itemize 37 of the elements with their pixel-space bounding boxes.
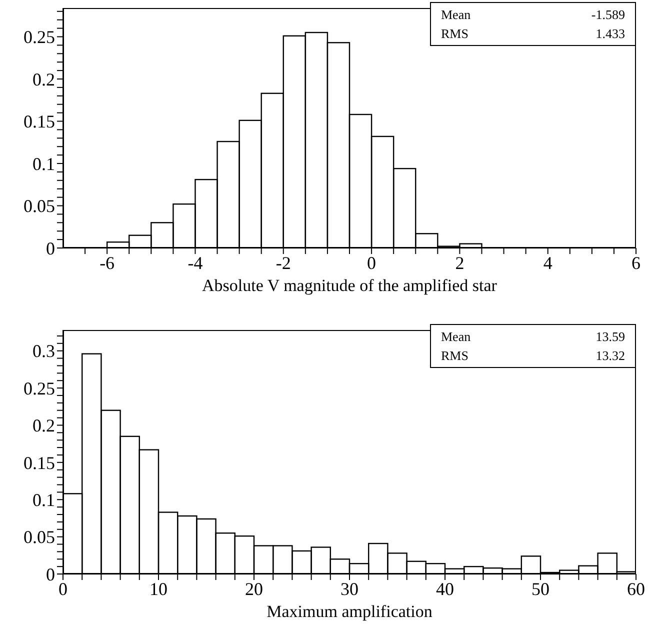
annotation: 1.433 (596, 25, 625, 43)
x-tick-label: 4 (543, 252, 552, 273)
y-tick-label: 0.15 (24, 452, 55, 473)
x-axis-title: Absolute V magnitude of the amplified star (202, 276, 498, 295)
y-tick-label: 0 (46, 238, 55, 258)
annotation: 13.32 (596, 347, 625, 365)
x-tick-label: 50 (532, 578, 550, 599)
y-tick-label: 0 (46, 564, 55, 584)
x-tick-label: 2 (455, 252, 464, 273)
x-tick-label: 0 (58, 578, 68, 599)
x-tick-label: -6 (100, 252, 115, 273)
annotation: RMS (441, 25, 468, 43)
x-tick-label: -4 (188, 252, 203, 273)
y-tick-label: 0.2 (32, 69, 55, 90)
x-tick-label: 40 (436, 578, 454, 599)
x-tick-label: 10 (150, 578, 168, 599)
x-tick-label: 20 (245, 578, 263, 599)
x-axis-title: Maximum amplification (266, 602, 433, 621)
annotation: RMS (441, 347, 468, 365)
x-tick-label: 0 (367, 252, 376, 273)
x-tick-label: -2 (276, 252, 291, 273)
annotation: Mean (441, 6, 471, 24)
y-tick-label: 0.25 (24, 27, 55, 48)
x-tick-label: 30 (340, 578, 358, 599)
y-tick-label: 0.25 (24, 378, 55, 398)
x-tick-label: 6 (632, 252, 640, 273)
annotation: Mean (441, 328, 471, 346)
annotation: 13.59 (596, 328, 625, 346)
annotation: -1.589 (591, 6, 625, 24)
y-tick-label: 0.05 (24, 196, 55, 216)
y-tick-label: 0.2 (32, 416, 55, 436)
y-tick-label: 0.1 (32, 490, 55, 510)
y-tick-label: 0.1 (32, 154, 55, 174)
x-tick-label: 60 (627, 578, 645, 599)
y-tick-label: 0.15 (24, 112, 55, 132)
y-tick-label: 0.3 (32, 341, 55, 362)
y-tick-label: 0.05 (24, 527, 55, 548)
